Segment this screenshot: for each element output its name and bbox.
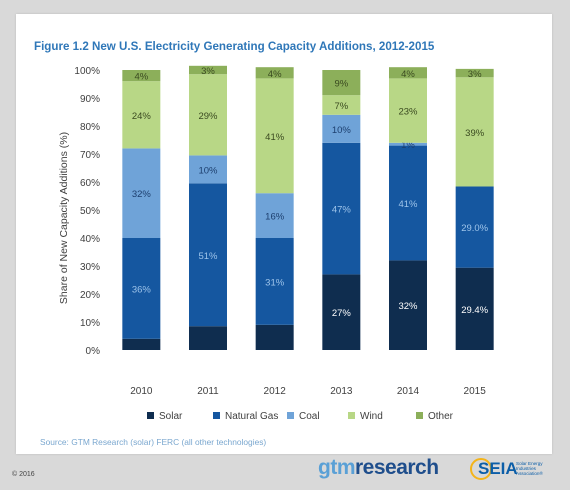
y-tick-label: 80% [80,122,100,133]
data-label: 39% [465,128,485,139]
legend-swatch [147,412,154,419]
bar-segment [255,324,294,350]
bar-segment [455,267,494,350]
bar-segment [389,78,427,143]
seia-logo: SEIA Solar Energy Industries Association… [468,458,558,484]
data-label: 27% [332,308,352,319]
bar-segment [389,145,427,261]
legend-swatch [348,412,355,419]
bar-segment [122,148,161,238]
y-tick-label: 20% [80,290,100,301]
bar-segment [455,77,494,187]
source-note: Source: GTM Research (solar) FERC (all o… [40,437,267,447]
data-label: 41% [265,132,285,143]
bar-segment [122,81,161,149]
legend-label: Other [428,411,454,422]
bar-segment [255,193,294,238]
bar-segment [455,186,494,268]
data-label: 31% [265,277,285,288]
data-label: 24% [132,111,152,122]
y-axis: 0% 10% 20% 30% 40% 50% 60% 70% 80% 90% 100% [74,66,100,357]
data-label: 9% [334,79,348,90]
data-label: 4% [268,69,282,80]
bar-segment [255,67,294,79]
bar-segment [189,326,227,350]
x-tick-label: 2015 [464,386,487,397]
data-label: 3% [201,66,215,77]
x-tick-label: 2013 [330,386,353,397]
seia-logo-subtext: Solar Energy Industries Association® [516,461,543,477]
bar-segment [322,142,361,275]
data-label: 10% [332,125,352,136]
bar-segment [322,274,361,350]
data-label: 29.0% [461,223,488,234]
bar-segment [189,65,227,75]
x-axis: 2010 2011 2012 2013 2014 2015 [130,386,486,397]
data-label: 1% [401,140,415,151]
legend-label: Wind [360,411,383,422]
x-tick-label: 2014 [397,386,420,397]
y-tick-label: 10% [80,318,100,329]
bar-segment [322,95,361,115]
bar-segment [189,183,227,327]
data-label: 29.4% [461,305,488,316]
legend-label: Solar [159,411,183,422]
bar-segment [122,238,161,339]
gtm-logo-part2: research [355,456,439,479]
y-tick-label: 0% [86,346,101,357]
legend-swatch [287,412,294,419]
data-label: 23% [398,107,418,118]
bar-segment [322,114,361,143]
bar-segment [189,74,227,156]
data-label: 32% [398,301,418,312]
y-tick-label: 70% [80,150,100,161]
data-label: 4% [134,72,148,83]
legend-label: Coal [299,411,320,422]
bar-segment [389,260,427,350]
gtm-logo-part1: gtm [318,456,356,479]
data-label: 47% [332,205,352,216]
bar-segment [255,78,294,194]
bar-segment [389,67,427,79]
bar-segment [189,155,227,184]
data-label: 36% [132,284,152,295]
data-label: 4% [401,69,415,80]
data-label: 41% [398,199,418,210]
data-label: 7% [334,101,348,112]
legend-swatch [416,412,423,419]
y-tick-label: 90% [80,94,100,105]
copyright: © 2016 [12,471,35,478]
seia-logo-text: SEIA [478,459,518,478]
bar-segment [122,70,161,82]
bar-segment [389,142,427,146]
bar-segment [255,238,294,325]
y-tick-label: 40% [80,234,100,245]
y-tick-label: 60% [80,178,100,189]
bars: 36% 32% 24% 4% 51% 10% 29% 3% 31% 16% 41% 4% 27% 47% 1… [122,65,494,350]
bar-segment [322,70,361,96]
legend-swatch [213,412,220,419]
bar-segment [122,338,161,350]
data-label: 32% [132,189,152,200]
x-tick-label: 2010 [130,386,153,397]
y-axis-label: Share of New Capacity Additions (%) [58,132,70,304]
data-label: 10% [198,165,218,176]
y-tick-label: 100% [74,66,100,77]
data-label: 3% [468,69,482,80]
data-label: 51% [198,251,218,262]
y-tick-label: 50% [80,206,100,217]
sun-icon [470,458,492,480]
data-label: 16% [265,212,285,223]
legend: Solar Natural Gas Coal Wind Other [147,411,454,422]
bar-segment [455,68,494,78]
x-tick-label: 2012 [264,386,287,397]
chart-title: Figure 1.2 New U.S. Electricity Generati… [34,40,435,53]
y-tick-label: 30% [80,262,100,273]
gtm-research-logo: gtmresearch [318,456,439,480]
x-tick-label: 2011 [197,386,219,397]
data-label: 29% [198,111,218,122]
legend-label: Natural Gas [225,411,278,422]
